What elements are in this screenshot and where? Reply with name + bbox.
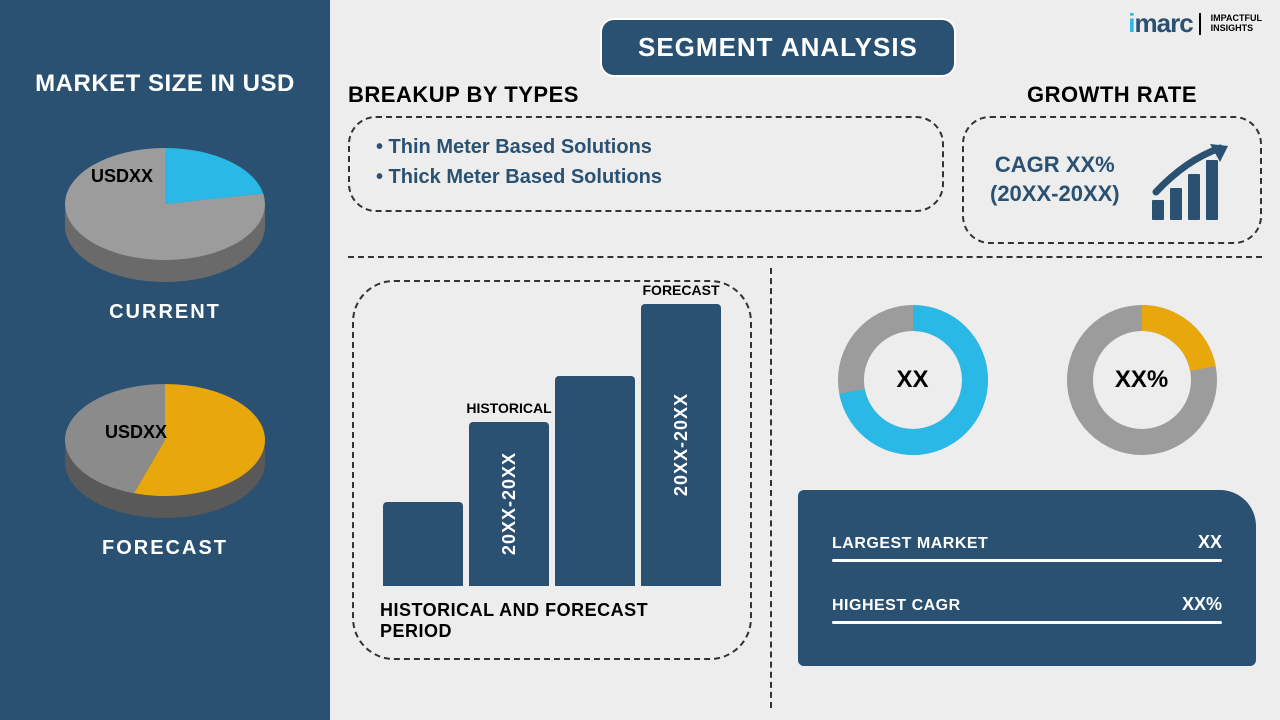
bar bbox=[383, 502, 463, 586]
v-divider bbox=[770, 268, 772, 708]
growth-chart-icon bbox=[1146, 140, 1234, 220]
card-row-label: LARGEST MARKET bbox=[832, 535, 988, 553]
breakup-item: • Thin Meter Based Solutions bbox=[376, 132, 916, 162]
growth-text: CAGR XX%(20XX-20XX) bbox=[990, 151, 1120, 208]
h-divider bbox=[348, 256, 1262, 258]
pie-caption: CURRENT bbox=[109, 301, 221, 324]
top-section-row: BREAKUP BY TYPES • Thin Meter Based Solu… bbox=[348, 82, 1262, 244]
breakup-column: BREAKUP BY TYPES • Thin Meter Based Solu… bbox=[348, 82, 944, 244]
pie-value-label: USDXX bbox=[91, 166, 153, 187]
card-row-value: XX bbox=[1198, 532, 1222, 553]
card-row-line bbox=[832, 559, 1222, 562]
donuts-row: XX XX% bbox=[798, 300, 1256, 460]
logo-text: imarc bbox=[1128, 8, 1192, 39]
bar-period-label: 20XX-20XX bbox=[671, 393, 692, 496]
donut-center-label: XX% bbox=[1062, 300, 1222, 460]
growth-heading: GROWTH RATE bbox=[1027, 82, 1197, 108]
card-row-line bbox=[832, 621, 1222, 624]
card-row-value: XX% bbox=[1182, 594, 1222, 615]
growth-column: GROWTH RATE CAGR XX%(20XX-20XX) bbox=[962, 82, 1262, 244]
donut-chart: XX bbox=[833, 300, 993, 460]
logo-separator bbox=[1199, 13, 1201, 35]
card-row: LARGEST MARKET XX bbox=[832, 532, 1222, 562]
pie-graphic: USDXX bbox=[55, 138, 275, 283]
card-row-label: HIGHEST CAGR bbox=[832, 597, 961, 615]
bar: HISTORICAL20XX-20XX bbox=[469, 422, 549, 586]
pie-value-label: USDXX bbox=[105, 422, 167, 443]
bar-top-label: FORECAST bbox=[643, 282, 720, 298]
bars-area: HISTORICAL20XX-20XXFORECAST20XX-20XX bbox=[380, 294, 724, 586]
breakup-heading: BREAKUP BY TYPES bbox=[348, 82, 579, 108]
breakup-item: • Thick Meter Based Solutions bbox=[376, 162, 916, 192]
pie-graphic: USDXX bbox=[55, 374, 275, 519]
bar bbox=[555, 376, 635, 586]
pie-chart: USDXX CURRENT bbox=[35, 138, 295, 324]
left-panel-heading: MARKET SIZE IN USD bbox=[35, 70, 295, 98]
bars-box: HISTORICAL20XX-20XXFORECAST20XX-20XX HIS… bbox=[352, 280, 752, 660]
pie-caption: FORECAST bbox=[102, 537, 228, 560]
right-panel: imarc IMPACTFULINSIGHTS SEGMENT ANALYSIS… bbox=[330, 0, 1280, 720]
left-panel: MARKET SIZE IN USD USDXX CURRENT USDXX F… bbox=[0, 0, 330, 720]
bars-caption: HISTORICAL AND FORECAST PERIOD bbox=[380, 600, 724, 642]
page-title-badge: SEGMENT ANALYSIS bbox=[600, 18, 956, 77]
pie-chart: USDXX FORECAST bbox=[35, 374, 295, 560]
market-summary-card: LARGEST MARKET XX HIGHEST CAGR XX% bbox=[798, 490, 1256, 666]
bar-top-label: HISTORICAL bbox=[466, 400, 551, 416]
breakup-box: • Thin Meter Based Solutions• Thick Mete… bbox=[348, 116, 944, 212]
donut-chart: XX% bbox=[1062, 300, 1222, 460]
bar: FORECAST20XX-20XX bbox=[641, 304, 721, 586]
growth-box: CAGR XX%(20XX-20XX) bbox=[962, 116, 1262, 244]
logo-tagline: IMPACTFULINSIGHTS bbox=[1211, 14, 1262, 33]
logo: imarc IMPACTFULINSIGHTS bbox=[1128, 8, 1262, 39]
donut-center-label: XX bbox=[833, 300, 993, 460]
bar-period-label: 20XX-20XX bbox=[499, 452, 520, 555]
card-row: HIGHEST CAGR XX% bbox=[832, 594, 1222, 624]
